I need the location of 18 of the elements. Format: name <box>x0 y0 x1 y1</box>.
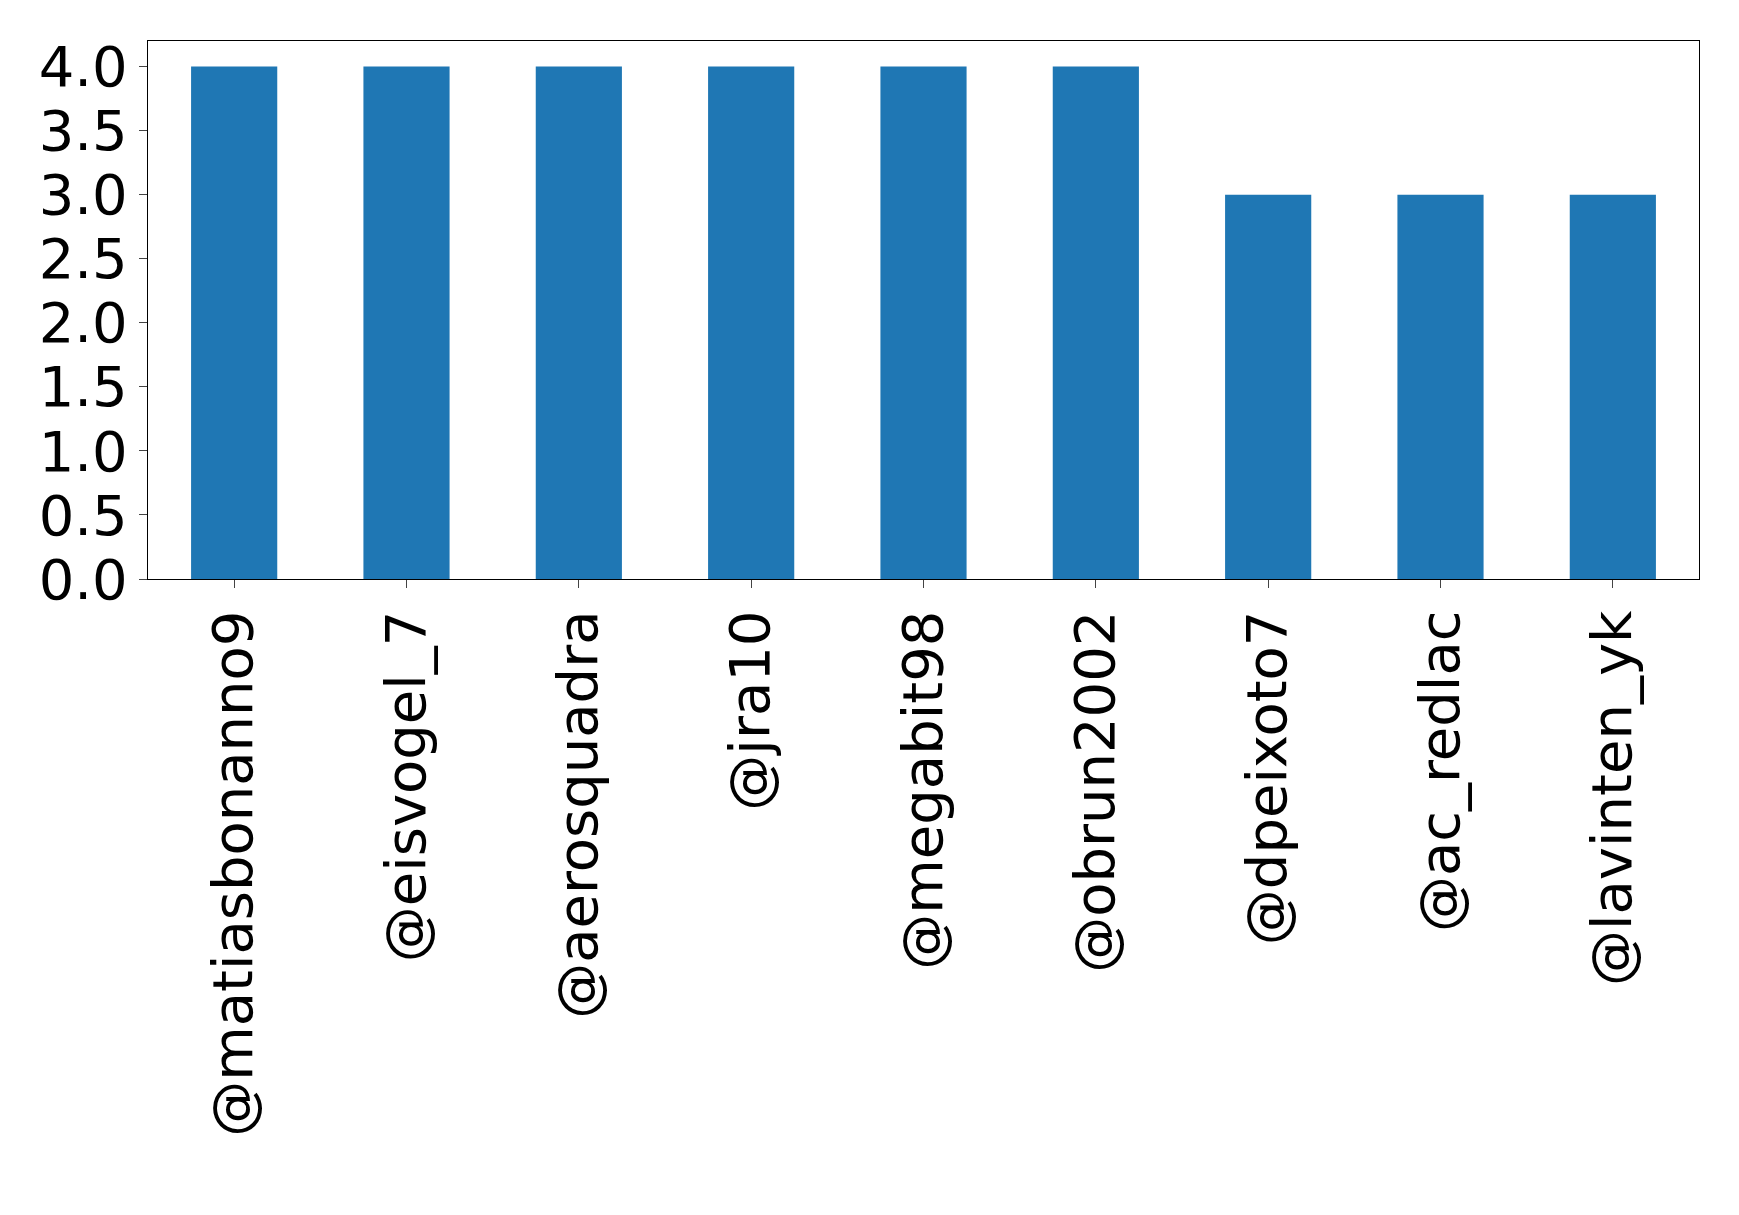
x-tick-label: @lavinten_yk <box>1579 609 1645 987</box>
x-tick-label: @dpeixoto7 <box>1234 610 1300 946</box>
x-tick-label: @obrun2002 <box>1062 610 1128 973</box>
y-tick-label: 0.0 <box>38 546 128 612</box>
y-tick-label: 1.0 <box>38 418 128 484</box>
x-tick-label: @jra10 <box>717 610 783 811</box>
x-tick-label: @megabit98 <box>889 610 955 970</box>
y-tick-label: 3.0 <box>38 162 128 228</box>
x-tick-label: @aerosquadra <box>545 610 611 1019</box>
x-tick-label: @matiasbonanno9 <box>200 610 266 1137</box>
y-tick-label: 2.0 <box>38 290 128 356</box>
x-tick-label: @eisvogel_7 <box>372 610 438 963</box>
y-tick-label: 0.5 <box>38 482 128 548</box>
x-tick-label: @ac_redlac <box>1406 610 1472 933</box>
y-tick-label: 2.5 <box>38 226 128 292</box>
y-tick-label: 3.5 <box>38 98 128 164</box>
y-tick-label: 4.0 <box>38 34 128 100</box>
y-tick-label: 1.5 <box>38 354 128 420</box>
